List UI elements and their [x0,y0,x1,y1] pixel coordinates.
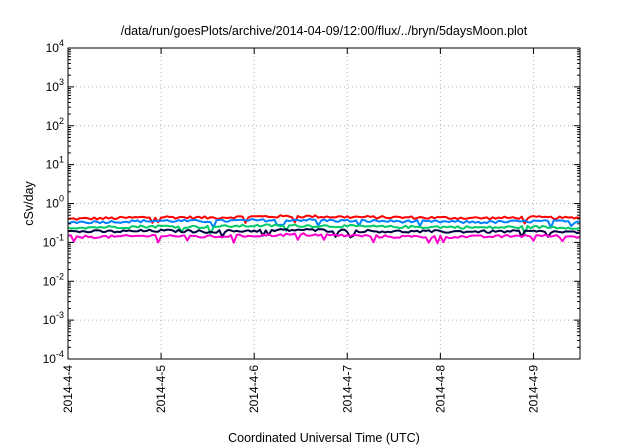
y-tick-base: 10 [43,235,57,249]
y-tick-exponent: 1 [59,155,64,165]
series-line-4 [67,228,581,239]
chart-title: /data/run/goesPlots/archive/2014-04-09/1… [121,24,528,38]
y-tick-exponent: 2 [59,116,64,126]
y-tick-exponent: 3 [59,77,64,87]
y-tick-label: 101 [46,155,64,172]
y-tick-exponent: -1 [56,232,64,242]
y-tick-exponent: -3 [56,310,64,320]
y-tick-exponent: -2 [56,271,64,281]
x-axis: 2014-4-4 2014-4-5 2014-4-6 2014-4-7 2014-4-8… [61,48,540,413]
y-tick-base: 10 [46,80,60,94]
y-tick-exponent: 0 [59,194,64,204]
series-line-5 [67,232,581,245]
y-tick-label: 100 [46,194,64,211]
y-tick-base: 10 [46,41,60,55]
y-tick-label: 10-4 [43,349,64,366]
x-tick-label: 2014-4-5 [154,365,168,413]
x-tick-label: 2014-4-4 [61,365,75,413]
y-tick-base: 10 [46,119,60,133]
y-tick-label: 103 [46,77,64,94]
x-tick-label: 2014-4-9 [526,365,540,413]
series-group [67,214,581,245]
y-tick-base: 10 [46,197,60,211]
x-tick-label: 2014-4-8 [433,365,447,413]
grid [67,48,580,359]
y-tick-label: 10-1 [43,232,64,249]
y-tick-base: 10 [43,352,57,366]
series-line-2 [67,217,580,229]
y-tick-base: 10 [43,313,57,327]
series-line-3 [67,223,581,235]
x-tick-label: 2014-4-6 [247,365,261,413]
y-tick-base: 10 [46,158,60,172]
x-tick-label: 2014-4-7 [340,365,354,413]
y-tick-label: 104 [46,38,64,55]
y-tick-label: 10-2 [43,271,64,288]
y-axis-label: cSv/day [22,181,36,226]
y-tick-base: 10 [43,274,57,288]
y-tick-label: 102 [46,116,64,133]
y-tick-label: 10-3 [43,310,64,327]
y-tick-exponent: -4 [56,349,64,359]
y-tick-exponent: 4 [59,38,64,48]
x-axis-label: Coordinated Universal Time (UTC) [228,431,420,445]
